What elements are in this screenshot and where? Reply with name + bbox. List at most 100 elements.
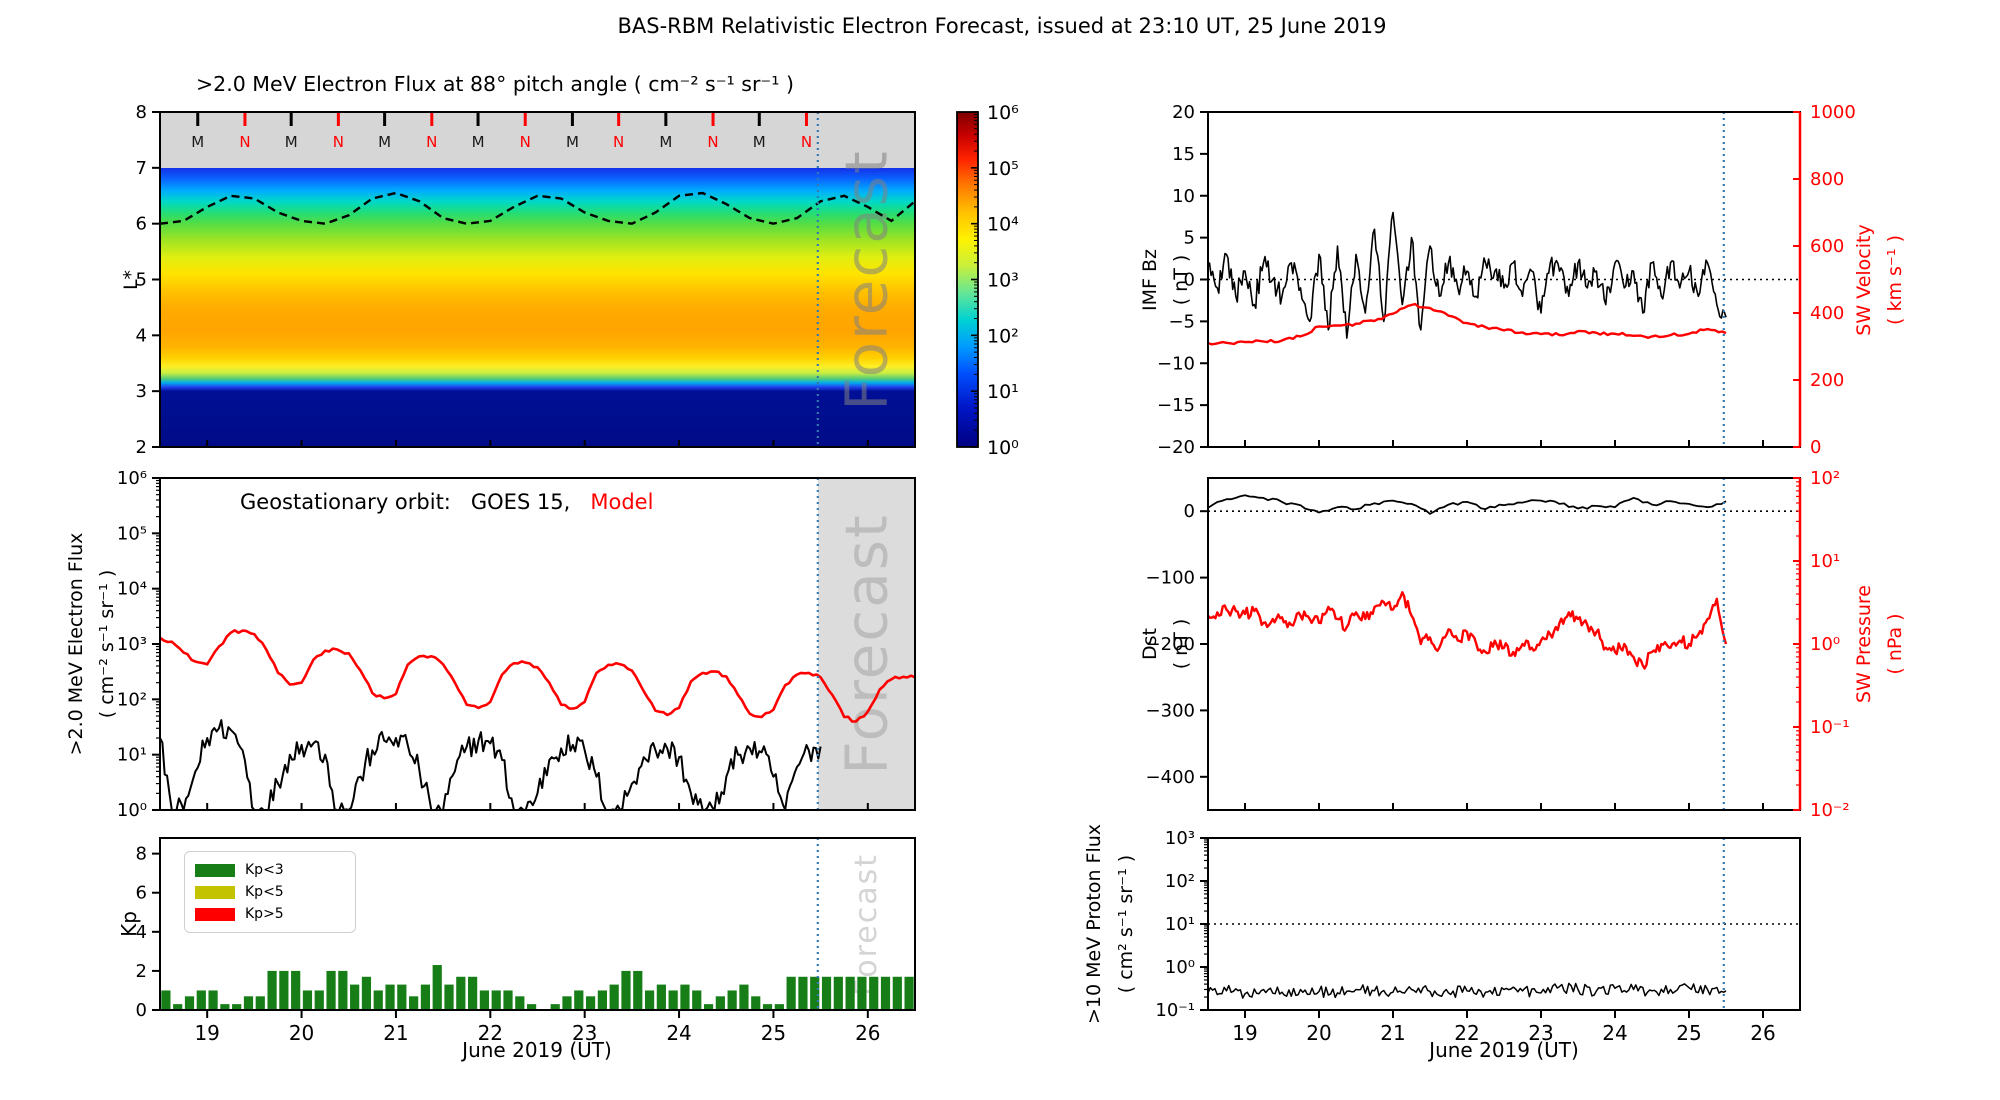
svg-text:0: 0 bbox=[1184, 270, 1195, 291]
svg-text:−15: −15 bbox=[1157, 395, 1195, 416]
svg-text:M: M bbox=[753, 133, 766, 151]
svg-text:N: N bbox=[239, 133, 250, 151]
legend-model: Model bbox=[590, 490, 654, 514]
svg-text:3: 3 bbox=[136, 381, 147, 402]
svg-text:M: M bbox=[191, 133, 204, 151]
kp-yellow-swatch bbox=[195, 885, 235, 899]
svg-text:10²: 10² bbox=[117, 689, 147, 710]
svg-text:−5: −5 bbox=[1168, 311, 1195, 332]
legend-goes15: GOES 15, bbox=[470, 490, 571, 514]
svg-text:10¹: 10¹ bbox=[1810, 551, 1840, 572]
svg-text:M: M bbox=[285, 133, 298, 151]
kp-yellow-label: Kp<5 bbox=[245, 884, 284, 900]
svg-text:10⁵: 10⁵ bbox=[117, 523, 147, 544]
xaxis-title-right: June 2019 (UT) bbox=[1429, 1038, 1579, 1062]
svg-text:0: 0 bbox=[1810, 437, 1821, 458]
svg-text:7: 7 bbox=[136, 158, 147, 179]
svg-text:10⁶: 10⁶ bbox=[987, 102, 1019, 124]
kp-red-swatch bbox=[195, 907, 235, 921]
kp-green-label: Kp<3 bbox=[245, 862, 284, 878]
legend-geo-prefix: Geostationary orbit: bbox=[240, 490, 451, 514]
svg-text:10³: 10³ bbox=[987, 270, 1019, 292]
svg-text:2: 2 bbox=[136, 961, 147, 982]
svg-text:N: N bbox=[613, 133, 624, 151]
svg-text:21: 21 bbox=[383, 1021, 408, 1045]
svg-text:N: N bbox=[707, 133, 718, 151]
svg-text:2: 2 bbox=[136, 437, 147, 458]
svg-text:10: 10 bbox=[1172, 186, 1195, 207]
main-title: BAS-RBM Relativistic Electron Forecast, … bbox=[617, 14, 1387, 38]
kp-green-swatch bbox=[195, 863, 235, 877]
dst-ylabel-2: ( nT ) bbox=[1170, 618, 1192, 670]
velocity-ylabel-1: SW Velocity bbox=[1853, 224, 1875, 336]
svg-text:6: 6 bbox=[136, 883, 147, 904]
svg-text:400: 400 bbox=[1810, 303, 1844, 324]
svg-text:−10: −10 bbox=[1157, 353, 1195, 374]
svg-text:10⁰: 10⁰ bbox=[1810, 634, 1840, 655]
svg-text:10⁰: 10⁰ bbox=[1165, 957, 1195, 978]
dst-ylabel-1: Dst bbox=[1139, 628, 1161, 660]
bz-ylabel-1: IMF Bz bbox=[1139, 249, 1161, 311]
svg-text:5: 5 bbox=[1184, 228, 1195, 249]
svg-text:10⁰: 10⁰ bbox=[117, 800, 147, 821]
proton-ylabel-2: ( cm² s⁻¹ sr⁻¹ ) bbox=[1115, 854, 1137, 994]
svg-text:M: M bbox=[566, 133, 579, 151]
svg-text:600: 600 bbox=[1810, 236, 1844, 257]
svg-text:200: 200 bbox=[1810, 370, 1844, 391]
svg-text:25: 25 bbox=[761, 1021, 786, 1045]
kp-legend-row-yellow: Kp<5 bbox=[195, 881, 345, 903]
svg-text:24: 24 bbox=[1602, 1021, 1627, 1045]
svg-text:10¹: 10¹ bbox=[987, 381, 1019, 403]
svg-text:10⁰: 10⁰ bbox=[987, 437, 1019, 459]
svg-text:10⁵: 10⁵ bbox=[987, 158, 1019, 180]
svg-text:10⁴: 10⁴ bbox=[987, 214, 1019, 236]
svg-text:10²: 10² bbox=[1165, 871, 1195, 892]
kp-legend-box: Kp<3 Kp<5 Kp>5 bbox=[184, 851, 356, 933]
svg-text:M: M bbox=[472, 133, 485, 151]
svg-text:4: 4 bbox=[136, 325, 147, 346]
svg-text:22: 22 bbox=[1454, 1021, 1479, 1045]
svg-text:N: N bbox=[801, 133, 812, 151]
svg-text:−20: −20 bbox=[1157, 437, 1195, 458]
svg-text:1000: 1000 bbox=[1810, 102, 1856, 123]
svg-text:N: N bbox=[426, 133, 437, 151]
svg-text:−300: −300 bbox=[1146, 700, 1195, 721]
svg-text:10¹: 10¹ bbox=[1165, 914, 1195, 935]
svg-text:M: M bbox=[378, 133, 391, 151]
svg-text:10⁻¹: 10⁻¹ bbox=[1810, 717, 1850, 738]
svg-text:N: N bbox=[520, 133, 531, 151]
svg-text:24: 24 bbox=[666, 1021, 691, 1045]
svg-text:10¹: 10¹ bbox=[117, 745, 147, 766]
svg-text:10⁻¹: 10⁻¹ bbox=[1155, 1000, 1195, 1021]
xaxis-title-left: June 2019 (UT) bbox=[462, 1038, 612, 1062]
svg-text:8: 8 bbox=[136, 844, 147, 865]
kp-legend-row-red: Kp>5 bbox=[195, 903, 345, 925]
svg-text:M: M bbox=[659, 133, 672, 151]
svg-text:23: 23 bbox=[572, 1021, 597, 1045]
svg-text:15: 15 bbox=[1172, 144, 1195, 165]
svg-text:4: 4 bbox=[136, 922, 147, 943]
svg-text:8: 8 bbox=[136, 102, 147, 123]
svg-text:22: 22 bbox=[478, 1021, 503, 1045]
svg-text:10⁴: 10⁴ bbox=[117, 579, 147, 600]
heatmap-ylabel: L* bbox=[120, 269, 142, 291]
svg-text:0: 0 bbox=[1184, 501, 1195, 522]
svg-text:23: 23 bbox=[1528, 1021, 1553, 1045]
electron-panel-legend: Geostationary orbit: GOES 15, Model bbox=[240, 490, 653, 514]
bz-ylabel-2: ( nT ) bbox=[1170, 254, 1192, 306]
electron-ylabel-1: >2.0 MeV Electron Flux bbox=[65, 532, 87, 756]
svg-text:10²: 10² bbox=[1810, 468, 1840, 489]
forecast-shaded-region bbox=[818, 478, 915, 810]
kp-ylabel: Kp bbox=[117, 911, 141, 937]
svg-text:10²: 10² bbox=[987, 325, 1019, 347]
svg-text:0: 0 bbox=[136, 1000, 147, 1021]
svg-text:10³: 10³ bbox=[117, 634, 147, 655]
electron-ylabel-2: ( cm⁻² s⁻¹ sr⁻¹ ) bbox=[96, 569, 118, 719]
svg-text:N: N bbox=[333, 133, 344, 151]
svg-text:26: 26 bbox=[1750, 1021, 1775, 1045]
svg-text:−200: −200 bbox=[1146, 634, 1195, 655]
svg-text:−100: −100 bbox=[1146, 568, 1195, 589]
svg-text:19: 19 bbox=[194, 1021, 219, 1045]
